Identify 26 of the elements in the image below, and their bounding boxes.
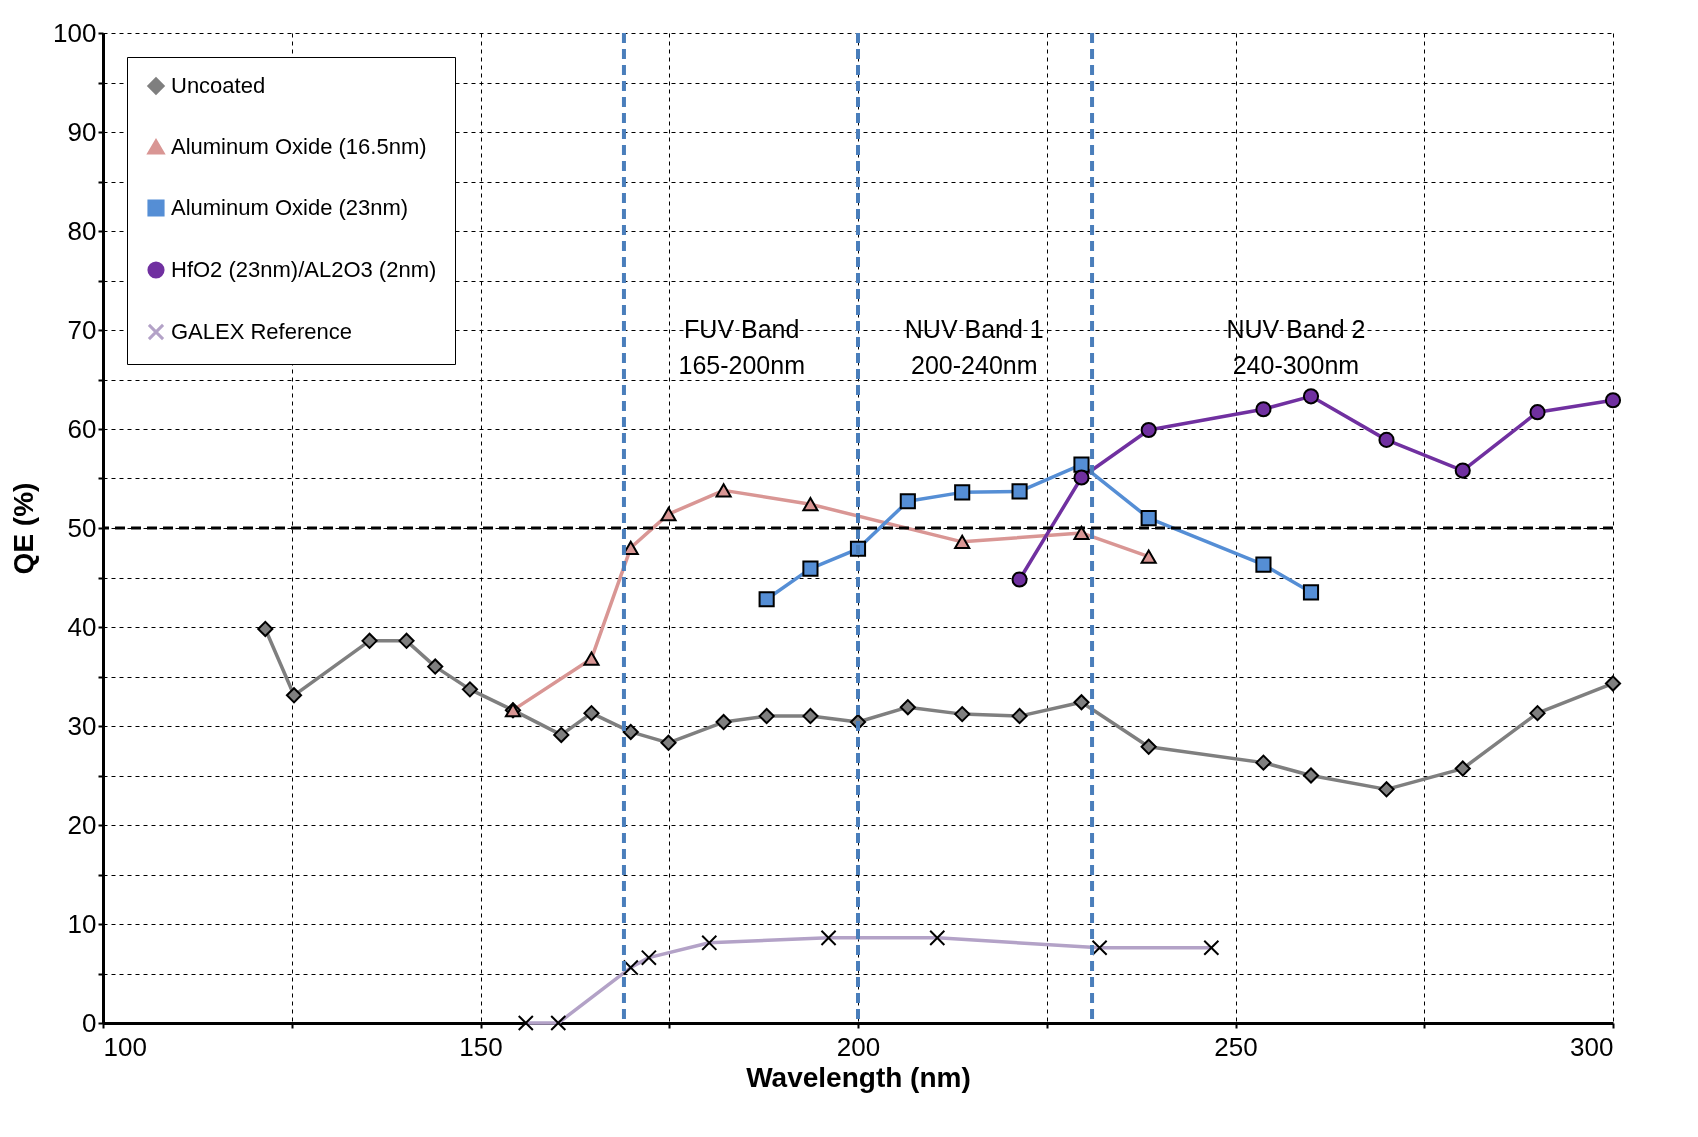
legend-label: HfO2 (23nm)/AL2O3 (2nm) <box>171 257 437 282</box>
y-tick-label: 50 <box>67 512 97 543</box>
x-tick-label: 250 <box>1214 1031 1258 1062</box>
x-tick-label: 100 <box>103 1031 147 1062</box>
y-tick-label: 70 <box>67 314 97 345</box>
x-tick-label: 300 <box>1570 1031 1614 1062</box>
y-tick-label: 80 <box>67 215 97 246</box>
x-tick-label: 150 <box>459 1031 503 1062</box>
annotation: FUV Band 165-200nm <box>678 315 805 379</box>
y-tick-label: 20 <box>67 809 97 840</box>
legend-label: Uncoated <box>171 73 266 98</box>
legend-label: GALEX Reference <box>171 319 352 344</box>
y-tick-label: 100 <box>53 17 97 48</box>
y-axis-title: QE (%) <box>8 482 40 575</box>
y-tick-label: 0 <box>82 1007 97 1038</box>
legend-label: Aluminum Oxide (23nm) <box>171 195 409 220</box>
y-tick-label: 60 <box>67 413 97 444</box>
y-tick-label: 40 <box>67 611 97 642</box>
annotation: NUV Band 1 200-240nm <box>904 315 1044 379</box>
x-axis-title: Wavelength (nm) <box>746 1061 971 1093</box>
x-tick-label: 200 <box>836 1031 881 1062</box>
legend-label: Aluminum Oxide (16.5nm) <box>171 134 427 159</box>
annotation: NUV Band 2 240-300nm <box>1226 315 1366 379</box>
y-tick-label: 30 <box>67 710 97 741</box>
y-tick-label: 10 <box>67 908 97 939</box>
y-tick-label: 90 <box>67 116 97 147</box>
